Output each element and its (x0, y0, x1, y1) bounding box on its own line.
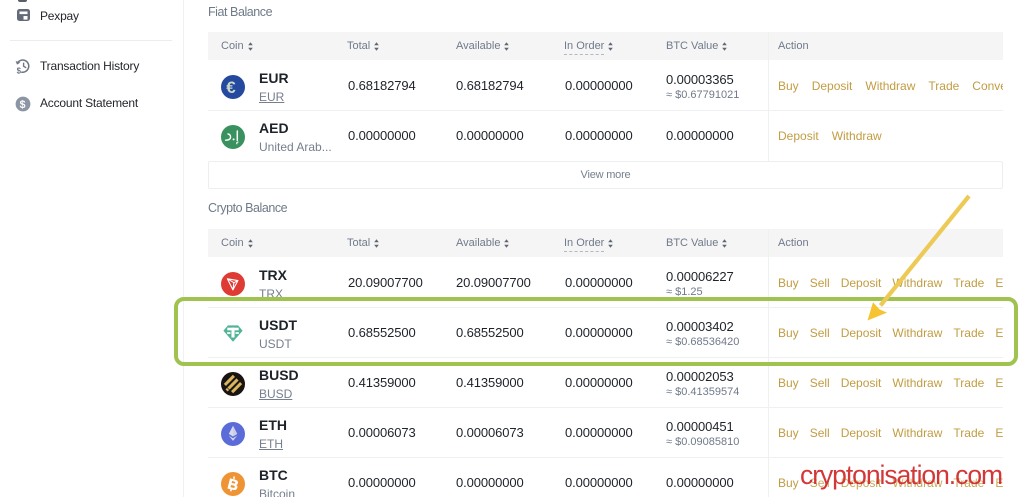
svg-text:$: $ (20, 99, 26, 111)
svg-text:B: B (226, 477, 240, 495)
svg-text:€: € (226, 78, 236, 97)
svg-text:$: $ (17, 66, 22, 74)
